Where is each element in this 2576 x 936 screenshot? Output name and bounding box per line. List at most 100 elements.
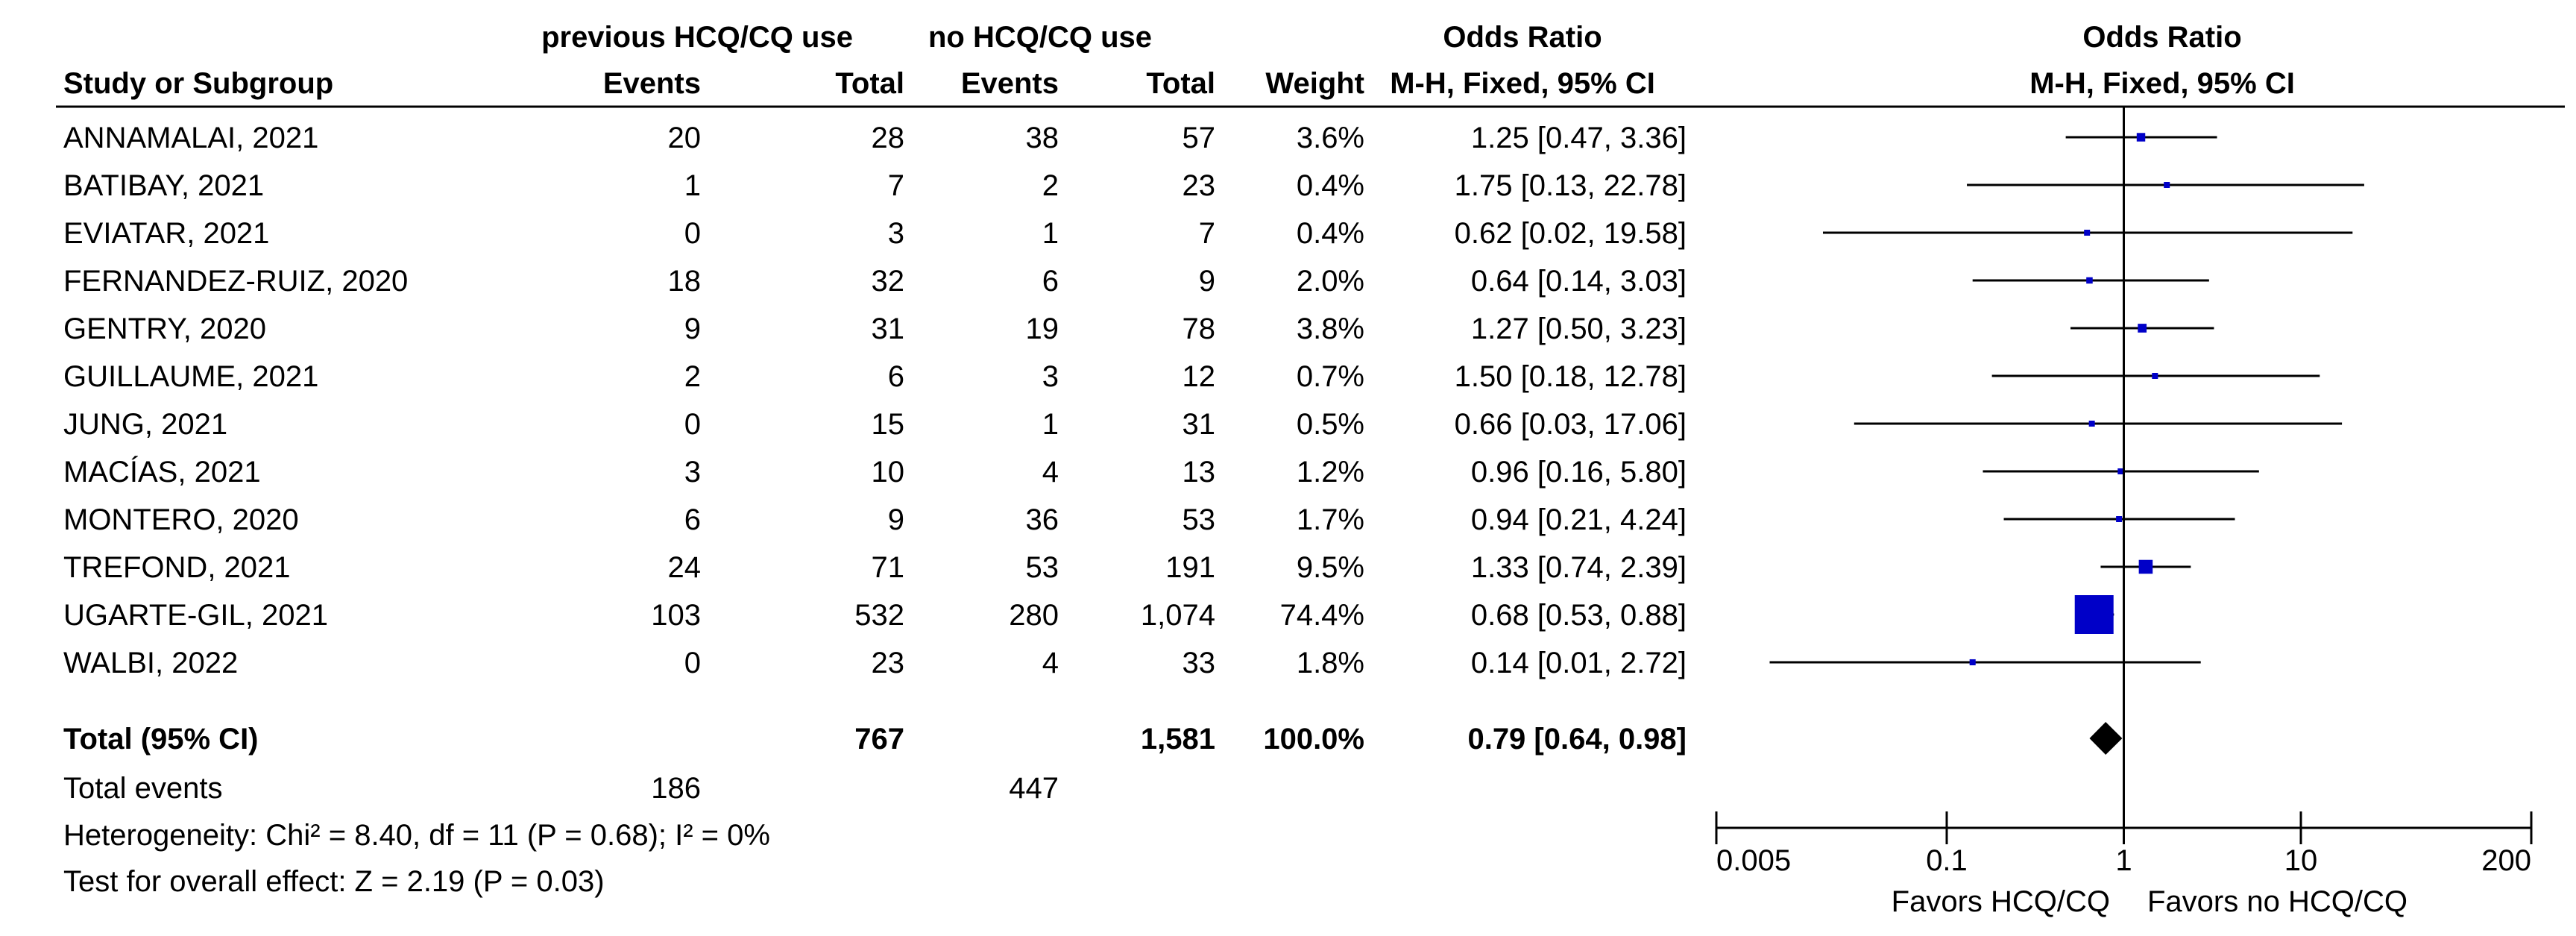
study-marker	[2117, 468, 2124, 474]
group1-total-header: Total	[835, 67, 904, 100]
group2-total: 78	[1182, 312, 1216, 345]
table-row: JUNG, 2021 0 15 1 31 0.5% 0.66 [0.03, 17.06]	[63, 408, 1687, 441]
table-row: BATIBAY, 2021 1 7 2 23 0.4% 1.75 [0.13, 22.78]	[63, 169, 1687, 202]
group2-events: 36	[1026, 503, 1059, 536]
group2-total: 53	[1182, 503, 1216, 536]
study-name: WALBI, 2022	[63, 647, 238, 679]
table-row: MACÍAS, 2021 3 10 4 13 1.2% 0.96 [0.16, 5.80]	[63, 455, 1687, 489]
weight: 0.4%	[1297, 169, 1364, 202]
x-tick-label: 200	[2481, 844, 2531, 877]
group1-header: previous HCQ/CQ use	[541, 21, 853, 54]
group1-events: 0	[684, 217, 701, 250]
odds-ratio-ci: 1.33 [0.74, 2.39]	[1471, 551, 1687, 584]
group1-total: 9	[888, 503, 904, 536]
group1-events: 0	[684, 647, 701, 679]
group1-events: 20	[668, 122, 702, 154]
group2-total: 13	[1182, 456, 1216, 489]
study-name: ANNAMALAI, 2021	[63, 122, 318, 154]
group1-events: 9	[684, 312, 701, 345]
group1-events: 18	[668, 265, 702, 298]
study-marker	[2086, 277, 2093, 284]
study-marker	[2164, 182, 2170, 188]
odds-ratio-ci: 0.64 [0.14, 3.03]	[1471, 265, 1687, 298]
total-group2-total: 1,581	[1141, 723, 1215, 756]
odds-ratio-ci: 0.62 [0.02, 19.58]	[1455, 217, 1687, 250]
group1-events: 24	[668, 551, 702, 584]
weight: 3.8%	[1297, 312, 1364, 345]
study-rows: ANNAMALAI, 2021 20 28 38 57 3.6% 1.25 [0.47, 3…	[63, 122, 1687, 756]
study-name: MACÍAS, 2021	[63, 455, 261, 489]
favors-right-label: Favors no HCQ/CQ	[2147, 885, 2407, 918]
x-tick-label: 1	[2115, 844, 2132, 877]
study-marker	[2136, 133, 2146, 142]
study-marker	[2116, 516, 2123, 522]
total-label: Total (95% CI)	[63, 723, 259, 756]
group2-events: 4	[1042, 647, 1059, 679]
total-odds-ratio-ci: 0.79 [0.64, 0.98]	[1467, 723, 1687, 756]
odds-ratio-ci: 0.14 [0.01, 2.72]	[1471, 647, 1687, 679]
study-marker	[2088, 421, 2095, 427]
group1-total: 28	[872, 122, 905, 154]
odds-ratio-ci: 0.66 [0.03, 17.06]	[1455, 408, 1687, 441]
study-column-header: Study or Subgroup	[63, 67, 333, 100]
group2-total: 191	[1165, 551, 1215, 584]
group1-events-header: Events	[603, 67, 701, 100]
table-row: FERNANDEZ-RUIZ, 2020 18 32 6 9 2.0% 0.64 [0.14…	[63, 265, 1687, 298]
overall-effect-text: Test for overall effect: Z = 2.19 (P = 0…	[63, 865, 605, 898]
group1-events: 2	[684, 360, 701, 393]
study-marker	[2138, 559, 2153, 574]
total-group1-total: 767	[854, 723, 904, 756]
group2-events-header: Events	[961, 67, 1059, 100]
table-row: UGARTE-GIL, 2021 103 532 280 1,074 74.4% 0.68 …	[63, 599, 1687, 632]
total-weight: 100.0%	[1263, 723, 1364, 756]
group1-total: 3	[888, 217, 904, 250]
weight: 1.7%	[1297, 503, 1364, 536]
total-events-group1: 186	[651, 772, 701, 805]
group2-events: 1	[1042, 217, 1059, 250]
table-row: GENTRY, 2020 9 31 19 78 3.8% 1.27 [0.50, 3.23]	[63, 312, 1687, 345]
weight: 1.8%	[1297, 647, 1364, 679]
study-marker	[2152, 373, 2158, 379]
group1-events: 1	[684, 169, 701, 202]
group1-total: 10	[872, 456, 905, 489]
weight: 0.7%	[1297, 360, 1364, 393]
table-row: GUILLAUME, 2021 2 6 3 12 0.7% 1.50 [0.18, 12.7…	[63, 360, 1687, 393]
study-name: MONTERO, 2020	[63, 503, 299, 536]
x-tick-label: 0.1	[1926, 844, 1968, 877]
group1-total: 15	[872, 408, 905, 441]
group2-header: no HCQ/CQ use	[928, 21, 1152, 54]
odds-ratio-ci: 1.75 [0.13, 22.78]	[1455, 169, 1687, 202]
group2-events: 4	[1042, 456, 1059, 489]
group2-total: 7	[1199, 217, 1215, 250]
total-diamond	[2089, 722, 2123, 755]
group1-total: 71	[872, 551, 905, 584]
group1-events: 6	[684, 503, 701, 536]
group2-total: 12	[1182, 360, 1216, 393]
study-name: FERNANDEZ-RUIZ, 2020	[63, 265, 408, 298]
study-name: TREFOND, 2021	[63, 551, 291, 584]
group2-events: 280	[1009, 599, 1059, 632]
study-marker	[2074, 595, 2114, 634]
table-row: MONTERO, 2020 6 9 36 53 1.7% 0.94 [0.21, 4.24]	[63, 503, 1687, 536]
study-marker	[2084, 230, 2091, 236]
odds-ratio-ci: 1.50 [0.18, 12.78]	[1455, 360, 1687, 393]
group2-events: 3	[1042, 360, 1059, 393]
study-name: GENTRY, 2020	[63, 312, 266, 345]
plot-marks: 0.005 0.1 1 10 200	[1715, 107, 2533, 877]
study-name: BATIBAY, 2021	[63, 169, 264, 202]
odds-ratio-ci: 1.27 [0.50, 3.23]	[1471, 312, 1687, 345]
group2-events: 38	[1026, 122, 1059, 154]
group2-total: 1,074	[1141, 599, 1215, 632]
weight: 74.4%	[1280, 599, 1364, 632]
table-row: EVIATAR, 2021 0 3 1 7 0.4% 0.62 [0.02, 19.58]	[63, 217, 1687, 250]
x-tick-label: 10	[2284, 844, 2318, 877]
group2-total-header: Total	[1146, 67, 1215, 100]
study-name: EVIATAR, 2021	[63, 217, 269, 250]
total-events-label: Total events	[63, 772, 222, 805]
group1-events: 3	[684, 456, 701, 489]
group1-total: 7	[888, 169, 904, 202]
x-tick-label: 0.005	[1716, 844, 1791, 877]
odds-ratio-ci: 0.68 [0.53, 0.88]	[1471, 599, 1687, 632]
plot-subtitle: M-H, Fixed, 95% CI	[2029, 67, 2295, 100]
